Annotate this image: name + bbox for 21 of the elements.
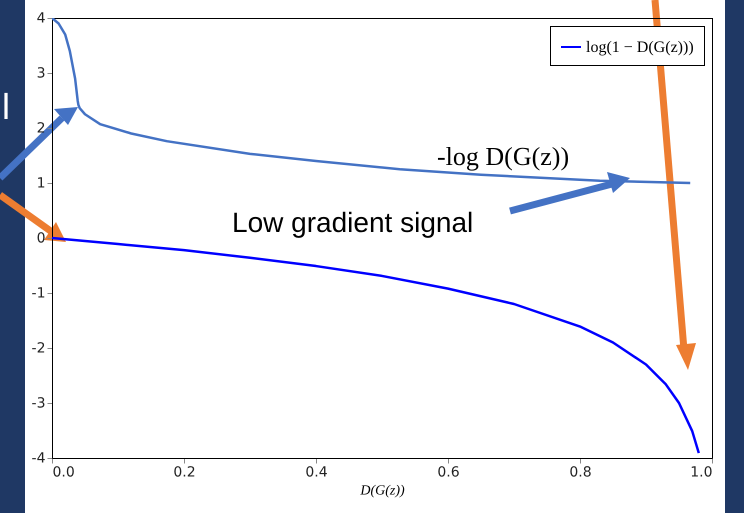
x-tick-label: 0.2 — [173, 464, 196, 480]
x-tick-label: 0.6 — [437, 464, 460, 480]
y-tick-label: -1 — [32, 286, 46, 302]
text: l — [2, 86, 10, 128]
y-tick-label: 1 — [36, 176, 46, 192]
x-tick-label: 1.0 — [690, 464, 712, 480]
legend-label: log(1 − D(G(z))) — [586, 39, 694, 56]
x-tick-label: 0.0 — [52, 464, 75, 480]
annotation: Low gradient signal — [232, 207, 474, 239]
line-series — [52, 18, 692, 184]
x-axis-title: D(G(z)) — [359, 484, 405, 498]
y-tick-label: -4 — [32, 450, 46, 466]
y-tick-label: -3 — [32, 396, 46, 412]
y-tick-label: 4 — [36, 10, 46, 26]
x-tick-label: 0.8 — [569, 464, 592, 480]
y-tick-label: 0 — [36, 230, 46, 246]
x-tick-label: 0.4 — [305, 464, 328, 480]
y-tick-label: -2 — [32, 340, 46, 356]
y-tick-label: 2 — [36, 120, 46, 136]
annotation: -log D(G(z)) — [437, 142, 570, 172]
y-tick-label: 3 — [36, 66, 46, 82]
